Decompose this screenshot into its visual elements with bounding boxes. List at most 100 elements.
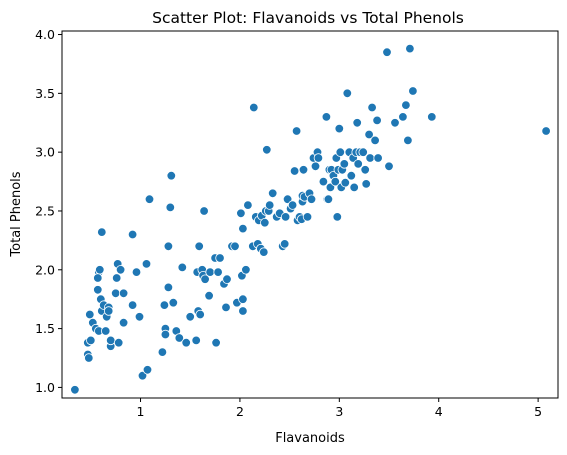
data-point — [342, 88, 353, 99]
data-point — [408, 86, 418, 96]
data-point — [97, 227, 107, 237]
y-tick-label: 2.0 — [35, 262, 55, 277]
data-point — [249, 102, 259, 113]
data-point — [340, 177, 351, 188]
data-point — [194, 241, 204, 252]
data-point — [401, 100, 411, 110]
data-point — [165, 202, 176, 213]
data-point — [70, 385, 80, 395]
data-point — [384, 161, 394, 172]
y-tick-label: 2.5 — [35, 203, 55, 218]
data-point — [195, 309, 205, 320]
data-point — [199, 206, 209, 216]
data-point — [84, 353, 94, 363]
data-point — [127, 229, 138, 240]
data-point — [211, 338, 221, 348]
data-point — [280, 212, 291, 222]
data-point — [265, 200, 275, 210]
data-point — [403, 135, 413, 146]
data-point — [367, 102, 377, 113]
data-point — [163, 241, 174, 252]
data-point — [541, 126, 551, 136]
data-point — [282, 194, 293, 204]
data-point — [302, 212, 313, 222]
data-point — [349, 182, 359, 193]
y-tick-label: 3.5 — [35, 86, 55, 101]
data-point — [230, 241, 240, 252]
x-tick-label: 2 — [236, 404, 244, 419]
data-point — [103, 306, 114, 316]
data-point — [280, 239, 290, 249]
data-point — [306, 194, 317, 204]
data-point — [127, 300, 138, 310]
data-point — [334, 123, 345, 134]
x-axis-label: Flavanoids — [275, 431, 345, 446]
data-point — [243, 200, 253, 210]
y-tick-label: 4.0 — [35, 27, 55, 42]
data-point — [141, 259, 152, 269]
y-axis-label: Total Phenols — [9, 171, 24, 257]
data-point — [259, 247, 269, 257]
data-point — [289, 166, 300, 176]
data-point — [213, 267, 223, 277]
data-point — [118, 318, 129, 328]
data-point — [298, 165, 309, 175]
data-point — [260, 217, 270, 228]
y-tick-label: 3.0 — [35, 145, 55, 160]
data-point — [318, 176, 329, 187]
x-axis-ticks: 1 2 3 4 5 — [137, 398, 542, 419]
data-point — [137, 371, 148, 381]
data-point — [142, 365, 153, 375]
data-point — [160, 329, 171, 340]
x-tick-label: 3 — [335, 404, 343, 419]
plot-frame — [61, 30, 559, 399]
data-point — [221, 302, 231, 313]
data-point — [330, 176, 341, 187]
data-point — [204, 291, 214, 301]
data-point — [365, 153, 375, 163]
data-point — [358, 147, 368, 157]
data-point — [382, 47, 392, 57]
data-point — [346, 170, 357, 181]
data-point — [163, 282, 174, 293]
data-point — [236, 208, 246, 219]
data-point — [390, 118, 400, 128]
data-point — [181, 338, 191, 348]
data-point — [131, 267, 142, 277]
data-point — [166, 170, 177, 181]
data-point — [323, 194, 334, 204]
data-point — [238, 306, 248, 316]
data-point — [85, 309, 95, 320]
data-point — [361, 179, 371, 189]
data-point — [268, 188, 278, 199]
data-point — [373, 153, 383, 163]
data-point — [262, 145, 272, 155]
data-point — [93, 273, 103, 283]
data-point — [352, 118, 362, 128]
data-point — [427, 112, 437, 122]
data-point — [157, 347, 168, 357]
chart-title: Scatter Plot: Flavanoids vs Total Phenol… — [152, 9, 464, 27]
data-point — [364, 129, 374, 140]
data-point — [115, 265, 126, 275]
x-tick-label: 1 — [137, 404, 145, 419]
data-point — [215, 253, 225, 263]
data-point — [238, 223, 248, 234]
data-point — [113, 338, 124, 348]
data-point — [313, 153, 324, 163]
data-point — [86, 335, 96, 346]
data-point — [370, 135, 380, 146]
data-point — [100, 326, 111, 336]
data-point — [310, 161, 321, 172]
data-point — [185, 312, 195, 322]
data-point — [360, 165, 370, 175]
data-point — [93, 285, 103, 295]
data-point — [339, 159, 350, 169]
data-point — [291, 126, 302, 136]
data-point — [177, 262, 188, 273]
data-point — [200, 274, 210, 284]
data-point — [134, 312, 145, 322]
data-point — [353, 159, 363, 169]
data-point — [174, 333, 185, 343]
